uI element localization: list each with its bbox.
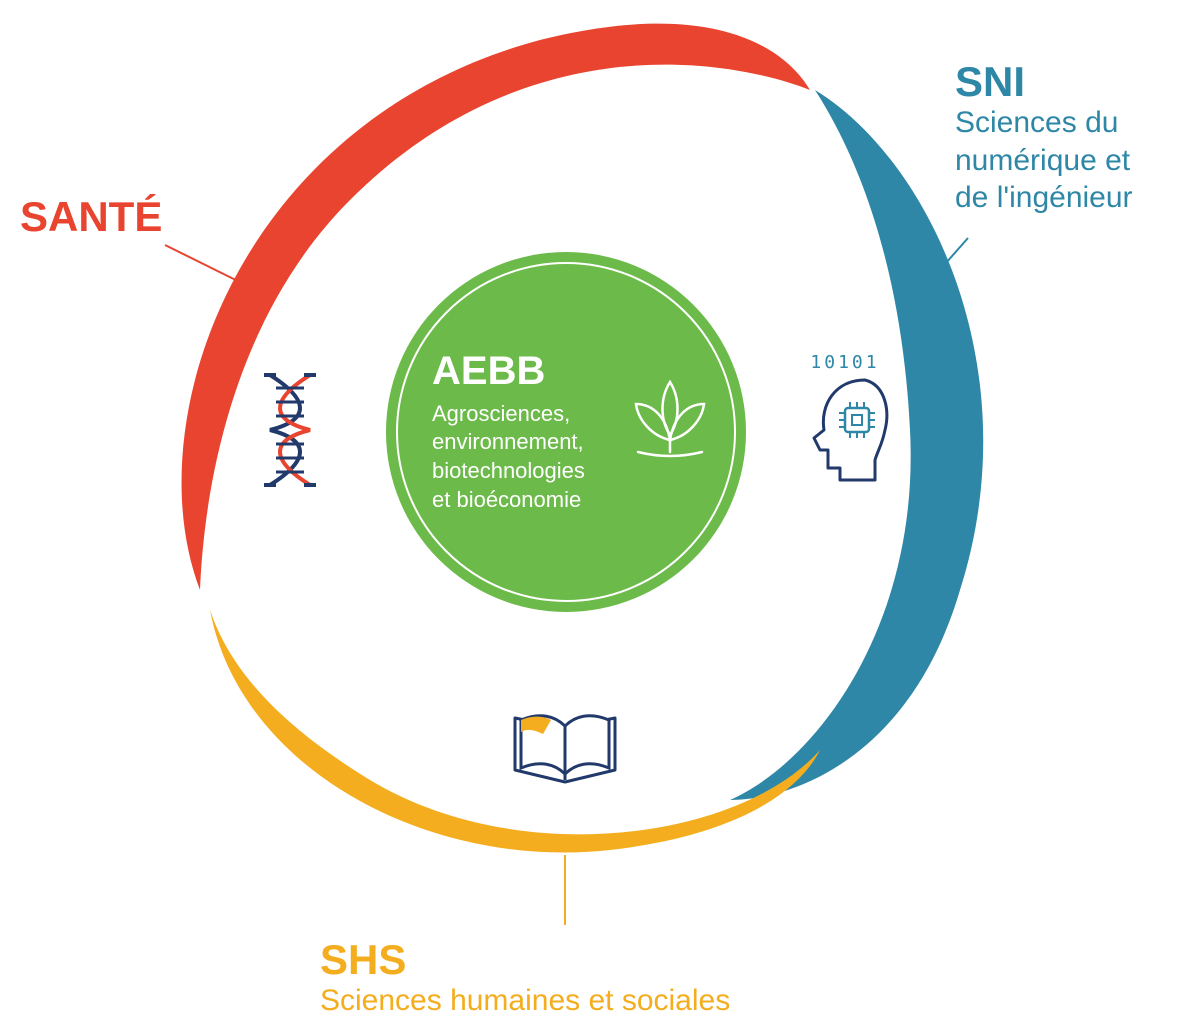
book-icon <box>505 690 625 790</box>
infographic-canvas: AEBB Agrosciences,environnement,biotechn… <box>0 0 1200 1026</box>
leaf-icon <box>620 370 720 460</box>
label-sante: SANTÉ <box>20 195 162 239</box>
dna-icon <box>250 370 330 490</box>
center-title: AEBB <box>432 350 626 392</box>
ai-head-icon: 10101 <box>790 350 900 490</box>
label-sni-sub: Sciences dunumérique etde l'ingénieur <box>955 104 1133 217</box>
label-sante-title: SANTÉ <box>20 195 162 239</box>
label-sni-title: SNI <box>955 60 1133 104</box>
label-shs: SHS Sciences humaines et sociales <box>320 938 730 1020</box>
label-sni: SNI Sciences dunumérique etde l'ingénieu… <box>955 60 1133 217</box>
svg-text:10101: 10101 <box>810 352 879 373</box>
label-shs-title: SHS <box>320 938 730 982</box>
center-subtitle: Agrosciences,environnement,biotechnologi… <box>432 400 626 514</box>
center-circle-aebb: AEBB Agrosciences,environnement,biotechn… <box>386 252 746 612</box>
label-shs-sub: Sciences humaines et sociales <box>320 982 730 1020</box>
